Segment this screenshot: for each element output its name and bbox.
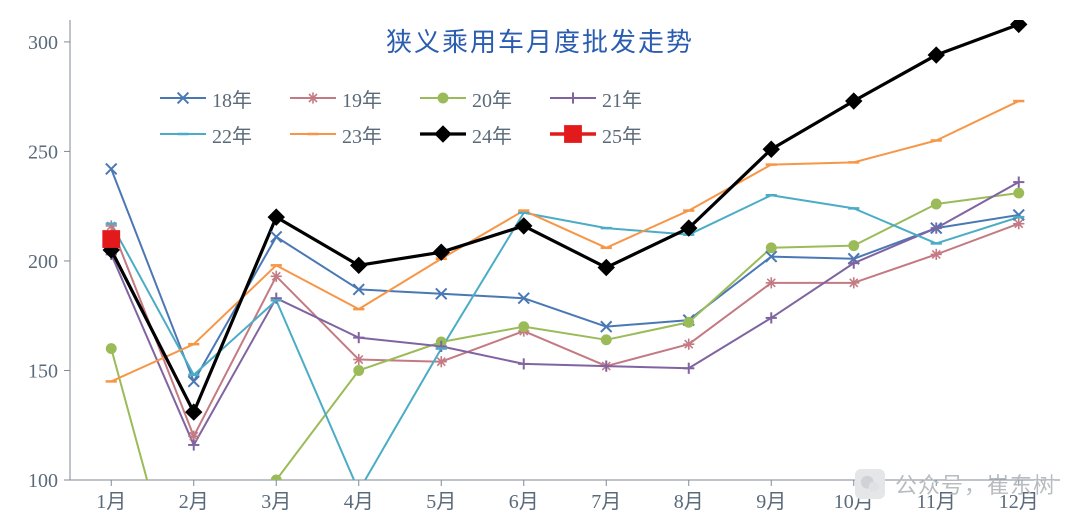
svg-text:200: 200 — [28, 251, 58, 273]
svg-text:6月: 6月 — [509, 491, 539, 513]
watermark-text: 公众号，崔东树 — [895, 468, 1056, 500]
svg-text:8月: 8月 — [674, 491, 704, 513]
svg-text:5月: 5月 — [426, 491, 456, 513]
svg-text:300: 300 — [28, 32, 58, 54]
svg-text:4月: 4月 — [344, 491, 374, 513]
watermark: 公众号，崔东树 — [855, 468, 1056, 500]
plot-area: 1001502002503001月2月3月4月5月6月7月8月9月10月11月1… — [0, 0, 1080, 518]
svg-text:3月: 3月 — [261, 491, 291, 513]
svg-text:7月: 7月 — [591, 491, 621, 513]
svg-text:100: 100 — [28, 470, 58, 492]
svg-text:2月: 2月 — [179, 491, 209, 513]
svg-text:9月: 9月 — [756, 491, 786, 513]
svg-text:150: 150 — [28, 360, 58, 382]
wechat-icon — [855, 469, 885, 499]
svg-text:250: 250 — [28, 141, 58, 163]
line-chart: 狭义乘用车月度批发走势 18年19年20年21年22年23年24年25年 100… — [0, 0, 1080, 518]
svg-text:1月: 1月 — [96, 491, 126, 513]
